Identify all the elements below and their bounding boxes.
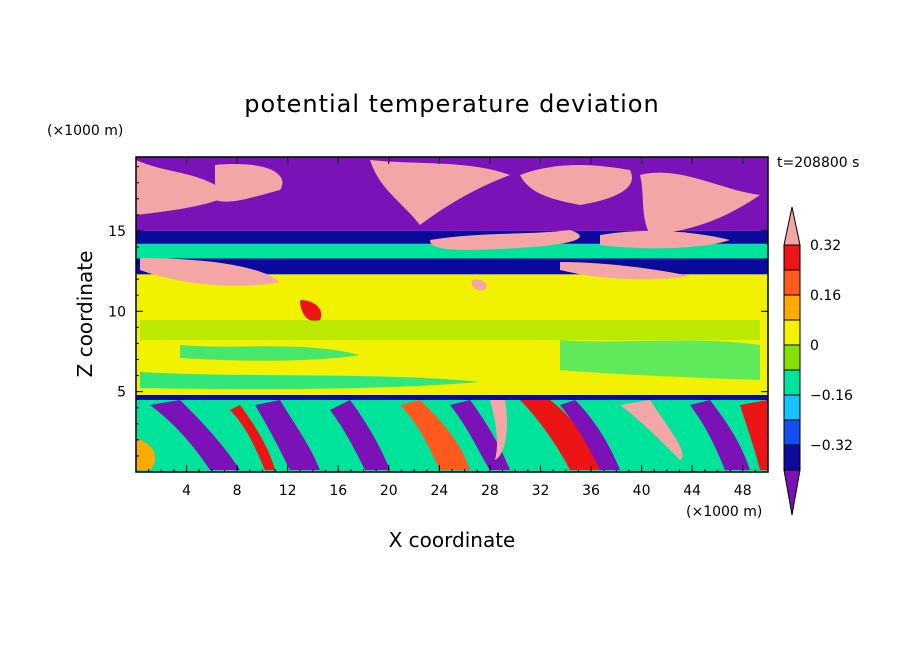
y-axis-unit: (×1000 m) bbox=[47, 123, 123, 139]
colorbar-label: 0.16 bbox=[810, 288, 841, 304]
y-tick-label: 15 bbox=[108, 224, 126, 240]
contour-texture bbox=[136, 160, 768, 470]
plot-area bbox=[136, 157, 768, 472]
x-axis: 4 8 12 16 20 24 28 32 36 40 44 48 bbox=[148, 157, 756, 499]
x-tick-label: 36 bbox=[582, 483, 600, 499]
contour-band-3 bbox=[136, 243, 768, 259]
x-axis-unit: (×1000 m) bbox=[686, 504, 762, 520]
x-tick-label: 24 bbox=[430, 483, 448, 499]
chart-title: potential temperature deviation bbox=[244, 90, 659, 118]
time-label: t=208800 s bbox=[777, 155, 859, 171]
colorbar: −0.32 −0.16 0 0.16 0.32 bbox=[783, 206, 853, 516]
colorbar-arrow-bottom bbox=[783, 469, 801, 516]
colorbar-label: −0.32 bbox=[810, 438, 853, 454]
x-axis-label: X coordinate bbox=[389, 528, 516, 552]
colorbar-arrow-top bbox=[783, 206, 801, 246]
x-tick-label: 4 bbox=[182, 483, 191, 499]
colorbar-swatch bbox=[783, 444, 801, 471]
colorbar-swatch bbox=[783, 394, 801, 421]
colorbar-swatch bbox=[783, 369, 801, 396]
x-tick-label: 8 bbox=[233, 483, 242, 499]
x-tick-label: 20 bbox=[380, 483, 398, 499]
x-tick-label: 48 bbox=[734, 483, 752, 499]
x-tick-label: 12 bbox=[279, 483, 297, 499]
x-tick-label: 28 bbox=[481, 483, 499, 499]
colorbar-swatch bbox=[783, 269, 801, 296]
y-axis-label: Z coordinate bbox=[73, 251, 97, 378]
x-tick-label: 16 bbox=[329, 483, 347, 499]
colorbar-swatch bbox=[783, 294, 801, 321]
y-tick-label: 5 bbox=[117, 385, 126, 401]
colorbar-label: −0.16 bbox=[810, 388, 853, 404]
x-tick-label: 44 bbox=[683, 483, 701, 499]
colorbar-swatch bbox=[783, 419, 801, 446]
colorbar-swatch bbox=[783, 244, 801, 271]
y-axis: 5 10 15 bbox=[108, 166, 768, 457]
y-tick-label: 10 bbox=[108, 304, 126, 320]
colorbar-swatch bbox=[783, 319, 801, 346]
x-tick-label: 32 bbox=[532, 483, 550, 499]
colorbar-swatch bbox=[783, 344, 801, 371]
colorbar-label: 0 bbox=[810, 338, 819, 354]
x-tick-label: 40 bbox=[633, 483, 651, 499]
colorbar-label: 0.32 bbox=[810, 238, 841, 254]
